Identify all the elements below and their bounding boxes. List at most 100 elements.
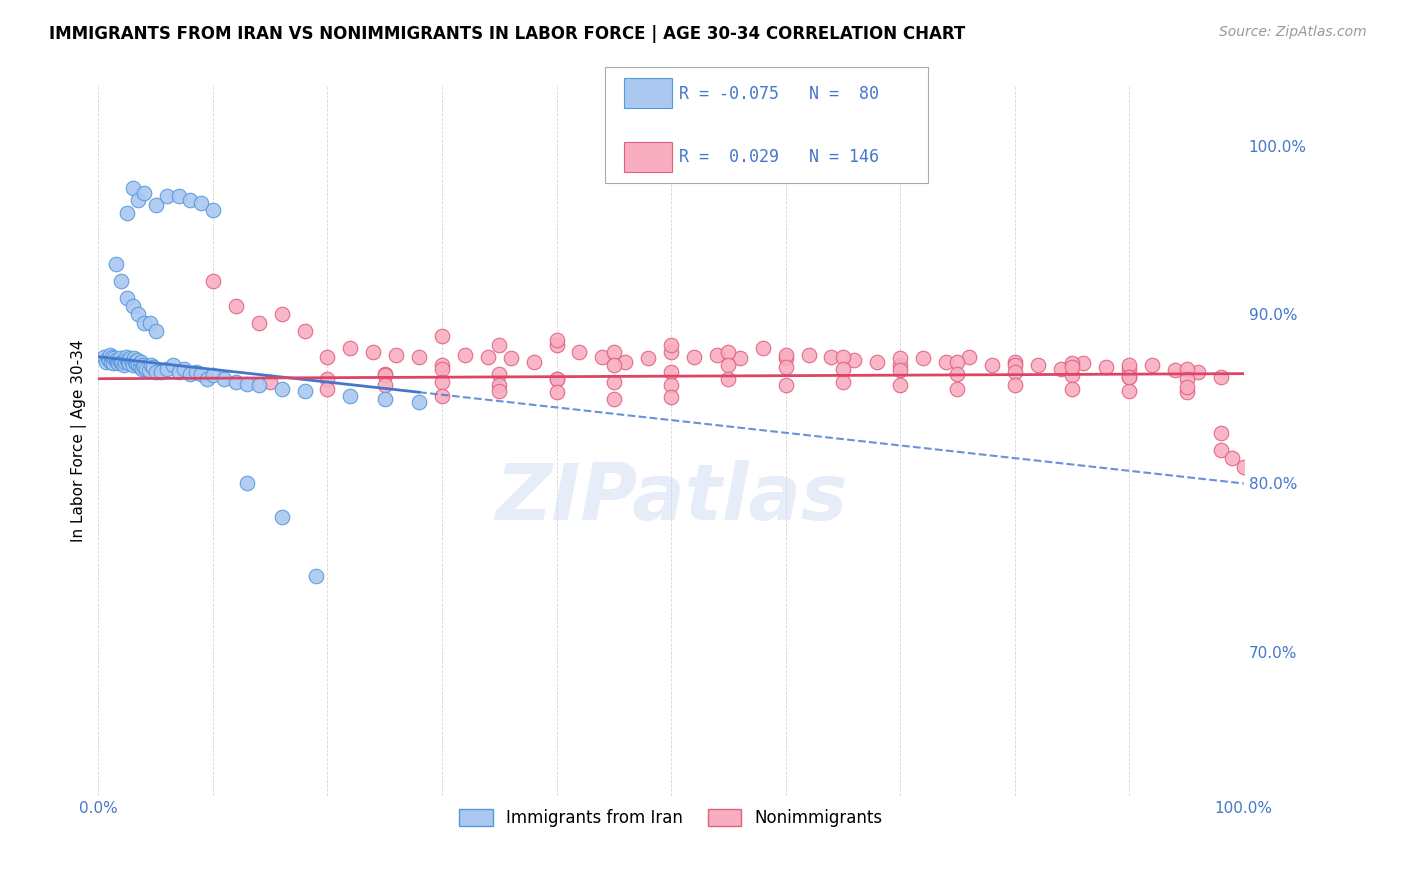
Point — [108, 351, 131, 366]
Point — [125, 357, 148, 371]
Point — [131, 361, 153, 376]
Point — [659, 390, 682, 404]
Point — [717, 358, 740, 372]
Point — [717, 344, 740, 359]
Point — [385, 348, 408, 362]
Point — [374, 367, 396, 381]
Point — [1004, 358, 1026, 372]
Point — [831, 375, 853, 389]
Point — [775, 378, 797, 392]
Point — [659, 365, 682, 379]
Point — [167, 365, 190, 379]
Point — [1164, 363, 1187, 377]
Point — [361, 344, 384, 359]
Point — [93, 350, 115, 364]
Point — [488, 338, 510, 352]
Point — [190, 367, 212, 381]
Point — [118, 357, 141, 371]
Point — [135, 361, 157, 376]
Point — [115, 350, 138, 364]
Point — [1004, 355, 1026, 369]
Point — [115, 206, 138, 220]
Point — [957, 350, 980, 364]
Point — [1026, 358, 1049, 372]
Point — [117, 355, 139, 369]
Point — [1209, 442, 1232, 457]
Point — [430, 375, 453, 389]
Point — [831, 361, 853, 376]
Point — [190, 196, 212, 211]
Point — [121, 358, 143, 372]
Point — [499, 351, 522, 366]
Point — [1004, 378, 1026, 392]
Point — [659, 344, 682, 359]
Point — [156, 361, 179, 376]
Point — [339, 388, 361, 402]
Point — [374, 368, 396, 383]
Point — [1209, 425, 1232, 440]
Point — [1118, 384, 1140, 398]
Point — [134, 316, 156, 330]
Point — [1118, 370, 1140, 384]
Point — [1175, 385, 1198, 400]
Point — [523, 355, 546, 369]
Point — [247, 316, 270, 330]
Point — [546, 385, 568, 400]
Point — [97, 353, 120, 368]
Point — [1187, 365, 1209, 379]
Point — [488, 384, 510, 398]
Point — [259, 375, 281, 389]
Point — [103, 357, 125, 371]
Point — [195, 372, 218, 386]
Text: R =  0.029   N = 146: R = 0.029 N = 146 — [679, 148, 879, 166]
Point — [105, 355, 128, 369]
Point — [270, 308, 292, 322]
Point — [104, 353, 127, 368]
Point — [1118, 370, 1140, 384]
Point — [145, 325, 167, 339]
Point — [408, 395, 430, 409]
Point — [121, 355, 143, 369]
Point — [683, 350, 706, 364]
Point — [430, 329, 453, 343]
Point — [150, 365, 173, 379]
Point — [139, 358, 162, 372]
Point — [797, 348, 820, 362]
Point — [1118, 361, 1140, 376]
Point — [591, 350, 613, 364]
Point — [145, 365, 167, 379]
Point — [1209, 370, 1232, 384]
Point — [114, 355, 136, 369]
Point — [134, 186, 156, 200]
Point — [100, 355, 122, 369]
Point — [179, 193, 201, 207]
Point — [546, 333, 568, 347]
Point — [96, 355, 118, 369]
Point — [946, 367, 969, 381]
Point — [179, 367, 201, 381]
Point — [122, 351, 145, 366]
Point — [614, 355, 637, 369]
Point — [889, 358, 911, 372]
Point — [132, 358, 155, 372]
Point — [1140, 358, 1163, 372]
Point — [430, 358, 453, 372]
Point — [1233, 459, 1256, 474]
Point — [1060, 382, 1083, 396]
Text: ZIPatlas: ZIPatlas — [495, 460, 848, 536]
Point — [477, 350, 499, 364]
Point — [775, 348, 797, 362]
Point — [316, 350, 339, 364]
Point — [115, 291, 138, 305]
Text: IMMIGRANTS FROM IRAN VS NONIMMIGRANTS IN LABOR FORCE | AGE 30-34 CORRELATION CHA: IMMIGRANTS FROM IRAN VS NONIMMIGRANTS IN… — [49, 25, 966, 43]
Point — [124, 355, 146, 369]
Point — [546, 372, 568, 386]
Point — [603, 344, 626, 359]
Point — [374, 392, 396, 406]
Point — [110, 355, 132, 369]
Point — [104, 257, 127, 271]
Legend: Immigrants from Iran, Nonimmigrants: Immigrants from Iran, Nonimmigrants — [453, 803, 890, 834]
Point — [488, 367, 510, 381]
Point — [1095, 359, 1118, 374]
Point — [568, 344, 591, 359]
